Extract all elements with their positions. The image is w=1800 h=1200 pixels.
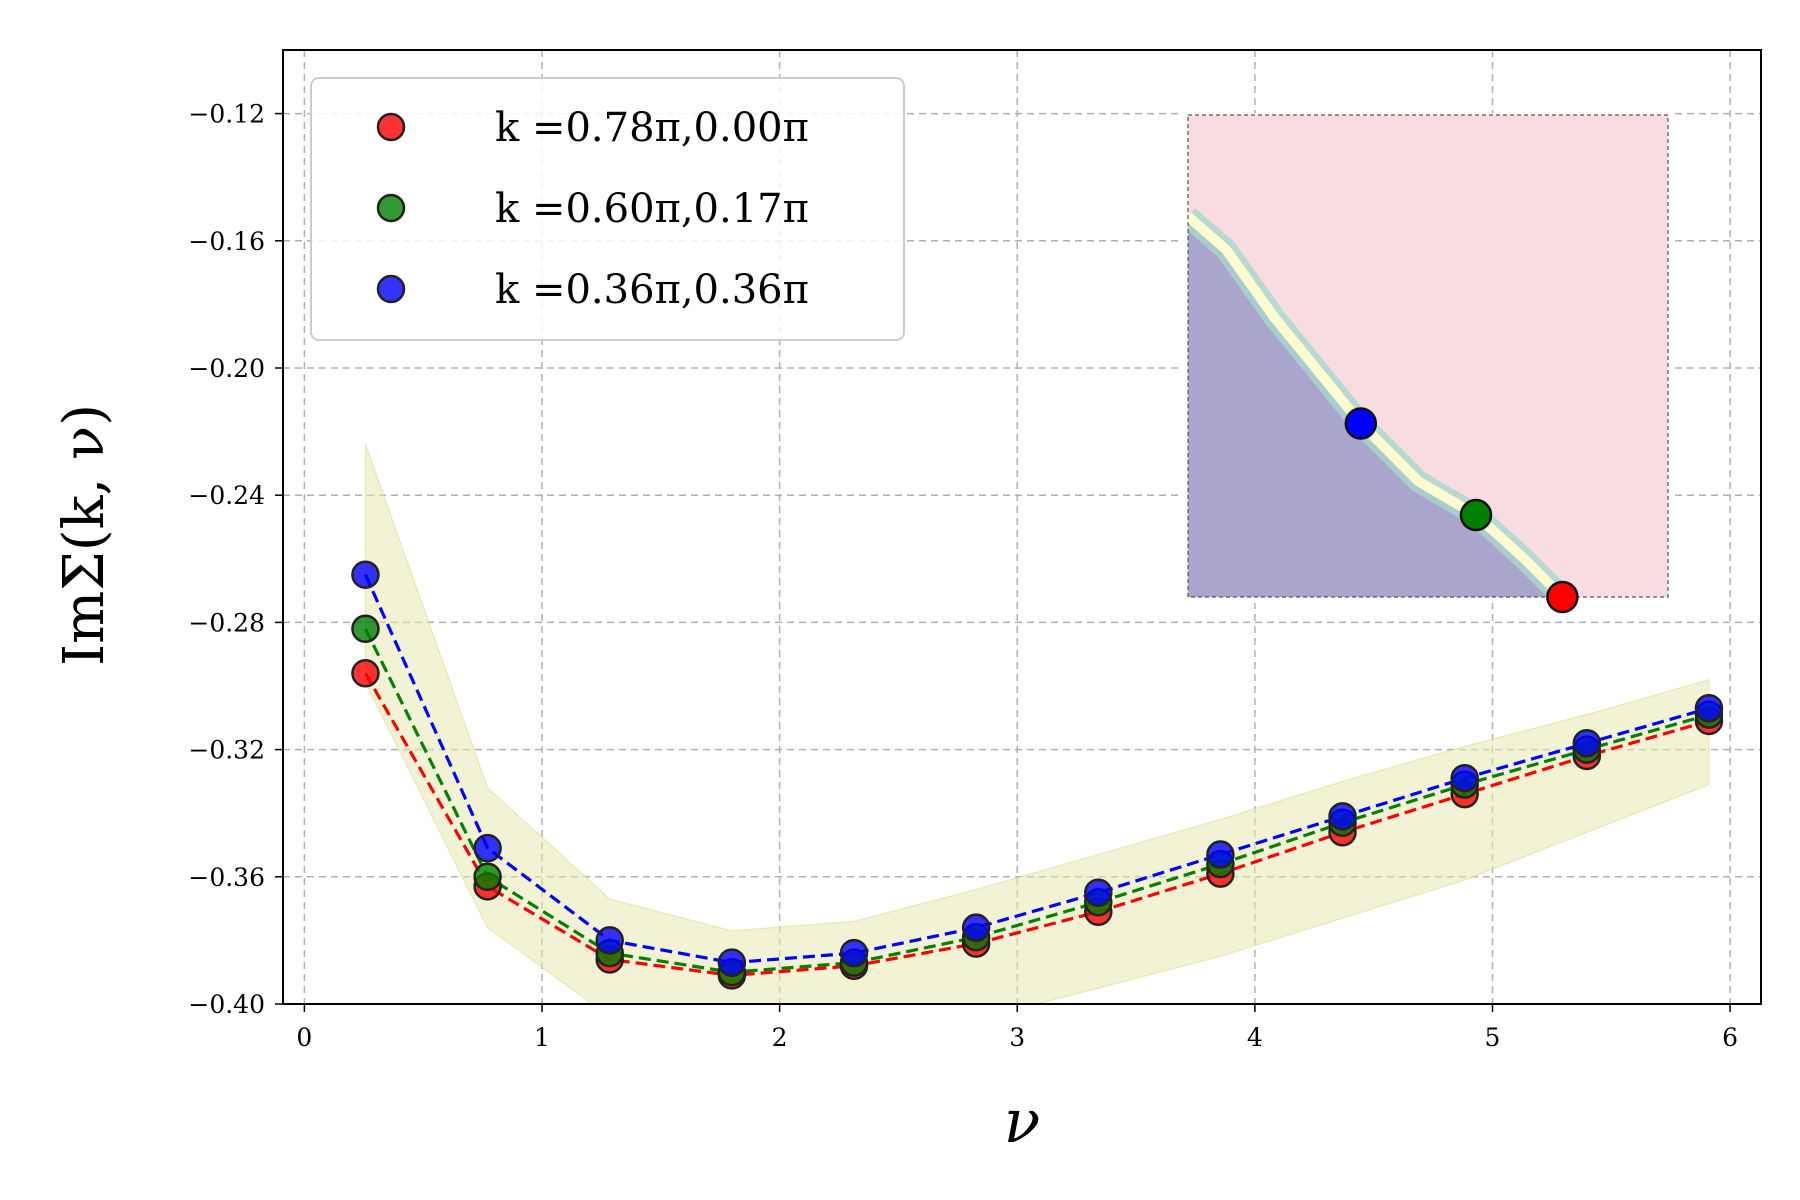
y-tick-label: −0.40 xyxy=(188,990,265,1019)
series-line-2 xyxy=(363,574,1710,965)
data-point xyxy=(1572,728,1602,758)
legend-marker-0 xyxy=(376,112,406,142)
x-tick-label: 6 xyxy=(1722,1023,1738,1052)
data-point xyxy=(1084,878,1113,907)
uncertainty-band xyxy=(364,444,1710,1004)
y-tick-label: −0.12 xyxy=(188,100,265,129)
x-axis-label: ν xyxy=(1004,1087,1040,1157)
plot-frame xyxy=(282,49,1762,1005)
x-tick-label: 2 xyxy=(772,1023,788,1052)
data-point xyxy=(351,560,380,589)
y-tick-label: −0.24 xyxy=(188,481,265,510)
legend-marker-1 xyxy=(376,193,406,223)
data-point xyxy=(1694,694,1724,723)
legend-label-1: k =0.60π,0.17π xyxy=(495,186,809,232)
series-2 xyxy=(363,574,1710,965)
data-point xyxy=(1328,802,1357,831)
y-tick-label: −0.28 xyxy=(188,608,265,637)
legend-box xyxy=(310,77,905,341)
data-point xyxy=(717,948,747,977)
inset-point-1 xyxy=(1459,498,1493,532)
legend-label-2: k =0.36π,0.36π xyxy=(495,267,809,313)
inset-point-0 xyxy=(1546,580,1579,614)
y-tick-label: −0.36 xyxy=(188,863,265,892)
y-tick-label: −0.16 xyxy=(188,227,265,256)
data-point xyxy=(473,833,502,863)
legend-label-0: k =0.78π,0.00π xyxy=(495,105,809,151)
data-point xyxy=(839,938,869,968)
x-tick-label: 5 xyxy=(1485,1023,1501,1052)
inset-point-2 xyxy=(1344,407,1378,440)
inset-frame xyxy=(1187,114,1669,598)
x-tick-label: 0 xyxy=(296,1023,312,1052)
y-tick-label: −0.32 xyxy=(188,736,265,765)
inset-low-region xyxy=(1188,216,1563,597)
x-tick-label: 4 xyxy=(1247,1023,1263,1052)
inset-heatmap xyxy=(1183,113,1673,614)
series-points-2 xyxy=(351,560,1724,977)
y-axis-label: ImΣ(k, ν) xyxy=(52,404,117,666)
data-point xyxy=(1206,840,1235,869)
y-tick-label: −0.20 xyxy=(188,354,265,383)
series-0 xyxy=(364,672,1710,977)
x-tick-label: 1 xyxy=(534,1023,550,1052)
series-1 xyxy=(364,628,1710,974)
data-point xyxy=(351,614,380,644)
legend: k =0.78π,0.00π k =0.60π,0.17π k =0.36π,0.3… xyxy=(310,77,905,341)
series-line-1 xyxy=(364,628,1710,974)
x-tick-label: 3 xyxy=(1009,1023,1025,1052)
data-point xyxy=(961,913,991,942)
data-point xyxy=(1450,763,1479,793)
legend-marker-2 xyxy=(376,274,406,304)
data-point xyxy=(351,659,380,688)
data-point xyxy=(595,926,624,955)
inset-boundary-highlight xyxy=(1188,212,1566,597)
data-point xyxy=(473,862,502,892)
series-line-0 xyxy=(364,672,1710,977)
